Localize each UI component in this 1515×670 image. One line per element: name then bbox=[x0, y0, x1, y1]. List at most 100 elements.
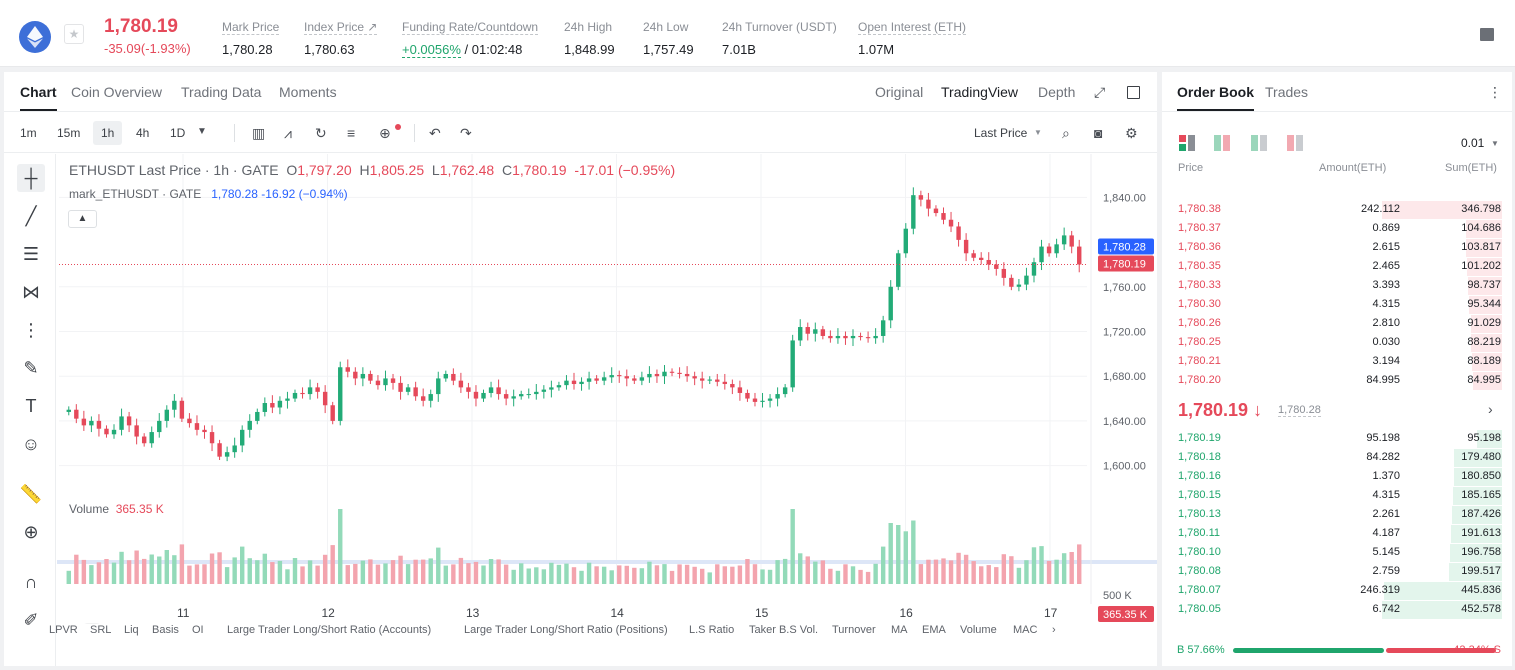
ind-basis[interactable]: Basis bbox=[152, 624, 179, 636]
ask-row[interactable]: 1,780.21 3.194 88.189 bbox=[1162, 352, 1512, 371]
tab-chart[interactable]: Chart bbox=[20, 84, 57, 111]
interval-1h[interactable]: 1h bbox=[93, 121, 123, 145]
interval-15m[interactable]: 15m bbox=[57, 126, 81, 140]
stat-label[interactable]: Mark Price bbox=[222, 20, 280, 35]
bid-row[interactable]: 1,780.10 5.145 196.758 bbox=[1162, 543, 1512, 562]
fullscreen-icon[interactable]: ⤢ bbox=[1094, 84, 1106, 100]
bid-row[interactable]: 1,780.07 246.319 445.836 bbox=[1162, 581, 1512, 600]
price-chart[interactable]: 1,600.00 1,640.00 1,680.00 1,720.00 1,760.00… bbox=[57, 154, 1157, 624]
ind-volume[interactable]: Volume bbox=[960, 624, 997, 636]
funding-rate[interactable]: +0.0056% bbox=[402, 42, 461, 58]
ask-row[interactable]: 1,780.36 2.615 103.817 bbox=[1162, 238, 1512, 257]
ind-ma[interactable]: MA bbox=[891, 624, 908, 636]
bid-row[interactable]: 1,780.16 1.370 180.850 bbox=[1162, 467, 1512, 486]
layout-bids-icon[interactable] bbox=[1251, 135, 1267, 151]
precision-chevron-icon[interactable]: ▼ bbox=[1491, 139, 1499, 148]
layout-both-icon[interactable] bbox=[1179, 135, 1195, 151]
layout-split-icon[interactable] bbox=[1214, 135, 1230, 151]
interval-1m[interactable]: 1m bbox=[20, 126, 37, 140]
tab-moments[interactable]: Moments bbox=[279, 84, 337, 100]
volume-bar bbox=[986, 565, 991, 584]
camera-icon[interactable]: ◙ bbox=[1094, 125, 1103, 141]
bid-row[interactable]: 1,780.08 2.759 199.517 bbox=[1162, 562, 1512, 581]
text-tool-icon[interactable]: T bbox=[25, 396, 37, 416]
precision-select[interactable]: 0.01 bbox=[1461, 136, 1485, 150]
horizontal-lines-icon[interactable]: ☰ bbox=[22, 244, 40, 264]
layout-asks-icon[interactable] bbox=[1287, 135, 1303, 151]
indicator-next-icon[interactable]: › bbox=[1052, 624, 1056, 636]
view-tradingview[interactable]: TradingView bbox=[941, 84, 1019, 100]
ask-row[interactable]: 1,780.37 0.869 104.686 bbox=[1162, 219, 1512, 238]
tab-trading-data[interactable]: Trading Data bbox=[181, 84, 262, 100]
ind-turnover[interactable]: Turnover bbox=[832, 624, 876, 636]
ask-row[interactable]: 1,780.25 0.030 88.219 bbox=[1162, 333, 1512, 352]
fib-icon[interactable]: ⋮ bbox=[22, 320, 40, 340]
ind-taker[interactable]: Taker B.S Vol. bbox=[749, 624, 819, 636]
ob-sum: 452.578 bbox=[1461, 603, 1501, 615]
ob-expand-chevron-icon[interactable]: › bbox=[1488, 401, 1493, 417]
ask-row[interactable]: 1,780.20 84.995 84.995 bbox=[1162, 371, 1512, 390]
undo-icon[interactable]: ↶ bbox=[429, 125, 441, 141]
interval-4h[interactable]: 4h bbox=[136, 126, 150, 140]
crosshair-icon[interactable]: ┼ bbox=[17, 164, 45, 192]
trend-line-icon[interactable]: ╱ bbox=[25, 206, 37, 226]
search-icon[interactable]: ⌕ bbox=[1062, 125, 1070, 141]
ask-row[interactable]: 1,780.33 3.393 98.737 bbox=[1162, 276, 1512, 295]
interval-1d[interactable]: 1D bbox=[170, 126, 186, 140]
redo-icon[interactable]: ↷ bbox=[460, 125, 472, 141]
ind-lt-accounts[interactable]: Large Trader Long/Short Ratio (Accounts) bbox=[227, 624, 432, 636]
stat-label[interactable]: Index Price ↗ bbox=[304, 20, 378, 35]
ask-row[interactable]: 1,780.26 2.810 91.029 bbox=[1162, 314, 1512, 333]
template-icon[interactable]: ≡ bbox=[347, 125, 356, 141]
volume-bar bbox=[775, 560, 780, 584]
compare-icon[interactable]: ↻ bbox=[315, 125, 327, 141]
ind-oi[interactable]: OI bbox=[192, 624, 204, 636]
bid-row[interactable]: 1,780.05 6.742 452.578 bbox=[1162, 600, 1512, 619]
ind-ema[interactable]: EMA bbox=[922, 624, 946, 636]
emoji-icon[interactable]: ☺ bbox=[21, 434, 41, 454]
stat-label[interactable]: Funding Rate/Countdown bbox=[402, 20, 539, 35]
ob-price: 1,780.30 bbox=[1178, 298, 1221, 310]
pattern-icon[interactable]: ⋈ bbox=[22, 282, 40, 302]
tab-trades[interactable]: Trades bbox=[1265, 84, 1309, 100]
ind-liq[interactable]: Liq bbox=[124, 624, 139, 636]
ind-ls-ratio[interactable]: L.S Ratio bbox=[689, 624, 735, 636]
guide-book-icon[interactable] bbox=[1480, 28, 1494, 41]
tab-coin-overview[interactable]: Coin Overview bbox=[71, 84, 163, 100]
ruler-icon[interactable]: 📏 bbox=[19, 484, 43, 504]
indicators-icon[interactable]: ⩘ bbox=[284, 125, 292, 141]
favorite-star-icon[interactable]: ★ bbox=[64, 24, 84, 44]
ind-macd[interactable]: MACD bbox=[1013, 624, 1038, 636]
ask-row[interactable]: 1,780.35 2.465 101.202 bbox=[1162, 257, 1512, 276]
candle-type-icon[interactable]: ▥ bbox=[252, 125, 266, 141]
more-menu-icon[interactable]: ⋮ bbox=[1488, 84, 1502, 100]
window-icon[interactable] bbox=[1127, 86, 1140, 99]
brush-icon[interactable]: ✎ bbox=[23, 358, 39, 378]
collapse-legend-button[interactable]: ▲ bbox=[68, 210, 97, 228]
lock-draw-icon[interactable]: ✐ bbox=[23, 610, 39, 630]
view-depth[interactable]: Depth bbox=[1038, 84, 1076, 100]
ask-row[interactable]: 1,780.30 4.315 95.344 bbox=[1162, 295, 1512, 314]
ob-sum: 98.737 bbox=[1467, 279, 1501, 291]
ind-lpvr[interactable]: LPVR bbox=[49, 624, 78, 636]
tab-order-book[interactable]: Order Book bbox=[1177, 84, 1255, 111]
bid-row[interactable]: 1,780.18 84.282 179.480 bbox=[1162, 448, 1512, 467]
ask-row[interactable]: 1,780.38 242.112 346.798 bbox=[1162, 200, 1512, 219]
interval-dropdown-icon[interactable]: ▼ bbox=[197, 126, 207, 137]
stat-label[interactable]: Open Interest (ETH) bbox=[858, 20, 967, 35]
price-type-select[interactable]: Last Price bbox=[974, 126, 1028, 140]
ind-lt-positions[interactable]: Large Trader Long/Short Ratio (Positions… bbox=[464, 624, 668, 636]
ob-mark-price[interactable]: 1,780.28 bbox=[1278, 404, 1321, 417]
ind-srl[interactable]: SRL bbox=[90, 624, 112, 636]
bid-row[interactable]: 1,780.15 4.315 185.165 bbox=[1162, 486, 1512, 505]
bid-row[interactable]: 1,780.13 2.261 187.426 bbox=[1162, 505, 1512, 524]
add-indicator-icon[interactable]: ⊕ bbox=[379, 125, 391, 141]
bid-row[interactable]: 1,780.11 4.187 191.613 bbox=[1162, 524, 1512, 543]
bid-row[interactable]: 1,780.19 95.198 95.198 bbox=[1162, 429, 1512, 448]
price-type-chevron-icon[interactable]: ▼ bbox=[1034, 128, 1042, 137]
volume-bar bbox=[601, 566, 607, 584]
settings-gear-icon[interactable]: ⚙ bbox=[1125, 125, 1138, 141]
zoom-in-icon[interactable]: ⊕ bbox=[23, 522, 39, 542]
view-original[interactable]: Original bbox=[875, 84, 924, 100]
magnet-icon[interactable]: ∩ bbox=[24, 572, 38, 592]
